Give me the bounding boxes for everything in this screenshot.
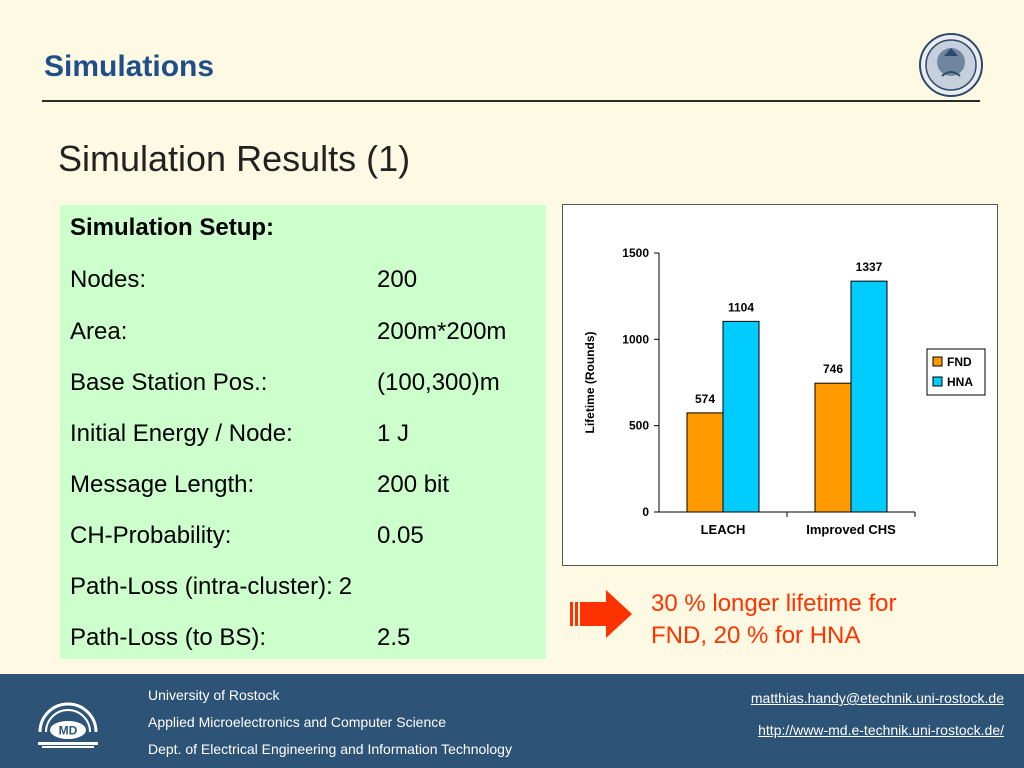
setup-value: 2.5 bbox=[377, 624, 411, 651]
setup-value: (100,300)m bbox=[377, 369, 500, 396]
email-link[interactable]: matthias.handy@etechnik.uni-rostock.de bbox=[750, 690, 1004, 706]
footer-institute: Applied Microelectronics and Computer Sc… bbox=[148, 714, 447, 730]
data-label: 746 bbox=[823, 362, 843, 376]
y-tick-label: 500 bbox=[629, 419, 649, 433]
legend-label: FND bbox=[947, 355, 972, 369]
data-label: 1337 bbox=[856, 260, 883, 274]
page-title: Simulations bbox=[44, 50, 215, 83]
setup-label: Area: bbox=[70, 318, 128, 345]
chart-frame: 0 500 1000 1500 Lifetime (Rounds) 574 1104 LEAC… bbox=[562, 204, 998, 566]
bar-fnd bbox=[814, 382, 852, 513]
x-tick-label: LEACH bbox=[701, 522, 746, 537]
footer-department: Dept. of Electrical Engineering and Info… bbox=[148, 741, 512, 757]
data-label: 1104 bbox=[728, 300, 754, 314]
lifetime-bar-chart: 0 500 1000 1500 Lifetime (Rounds) 574 1104 LEAC… bbox=[563, 205, 997, 565]
setup-heading: Simulation Setup: bbox=[70, 214, 274, 241]
setup-value: 0.05 bbox=[377, 522, 424, 549]
setup-row: Base Station Pos.: (100,300)m bbox=[70, 369, 500, 397]
setup-row: CH-Probability: 0.05 bbox=[70, 522, 424, 550]
y-tick-label: 0 bbox=[642, 505, 649, 519]
logo-text: MD bbox=[59, 724, 78, 738]
x-tick-label: Improved CHS bbox=[806, 522, 896, 537]
legend-swatch bbox=[932, 356, 943, 367]
y-axis-label: Lifetime (Rounds) bbox=[583, 332, 597, 434]
setup-row: Nodes: 200 bbox=[70, 266, 417, 294]
slide-title: Simulation Results (1) bbox=[58, 138, 411, 179]
plot-background bbox=[563, 205, 997, 565]
note-line: FND, 20 % for HNA bbox=[651, 622, 861, 649]
setup-label: Nodes: bbox=[70, 266, 147, 293]
header-divider bbox=[42, 100, 980, 102]
legend-label: HNA bbox=[947, 375, 973, 389]
y-tick-label: 1000 bbox=[622, 332, 649, 346]
website-link[interactable]: http://www-md.e-technik.uni-rostock.de/ bbox=[758, 722, 1004, 738]
setup-label: CH-Probability: bbox=[70, 522, 232, 549]
setup-value: 200 bit bbox=[377, 471, 450, 498]
conclusion-note: 30 % longer lifetime for FND, 20 % for H… bbox=[651, 588, 896, 652]
setup-label: Path-Loss (to BS): bbox=[70, 624, 267, 651]
setup-label: Base Station Pos.: bbox=[70, 369, 268, 396]
footer-bar: MD University of Rostock Applied Microel… bbox=[0, 674, 1024, 768]
data-label: 574 bbox=[695, 392, 715, 406]
setup-row: Message Length: 200 bit bbox=[70, 471, 449, 499]
footer-university: University of Rostock bbox=[148, 687, 280, 703]
legend-swatch bbox=[932, 376, 943, 387]
university-seal-icon bbox=[919, 33, 983, 97]
arrow-right-icon bbox=[570, 590, 632, 638]
note-line: 30 % longer lifetime for bbox=[651, 590, 897, 617]
setup-row: Path-Loss (intra-cluster): 2 bbox=[70, 573, 352, 601]
setup-row: Path-Loss (to BS): 2.5 bbox=[70, 624, 410, 652]
setup-label: Message Length: bbox=[70, 471, 255, 498]
setup-value: 200 bbox=[377, 266, 418, 293]
y-tick-label: 1500 bbox=[622, 246, 649, 260]
bar-hna bbox=[722, 320, 760, 513]
md-logo-icon: MD bbox=[38, 702, 98, 748]
simulation-setup-box: Simulation Setup: Nodes: 200 Area: 200m*20… bbox=[60, 205, 546, 659]
setup-row: Initial Energy / Node: 1 J bbox=[70, 420, 409, 448]
setup-value: 1 J bbox=[377, 420, 410, 447]
bar-fnd bbox=[686, 412, 724, 513]
setup-value: 200m*200m bbox=[377, 318, 507, 345]
setup-value: 2 bbox=[338, 573, 353, 600]
setup-label: Initial Energy / Node: bbox=[70, 420, 293, 447]
setup-label: Path-Loss (intra-cluster): bbox=[70, 573, 333, 600]
bar-hna bbox=[850, 280, 888, 513]
setup-row: Area: 200m*200m bbox=[70, 318, 506, 346]
